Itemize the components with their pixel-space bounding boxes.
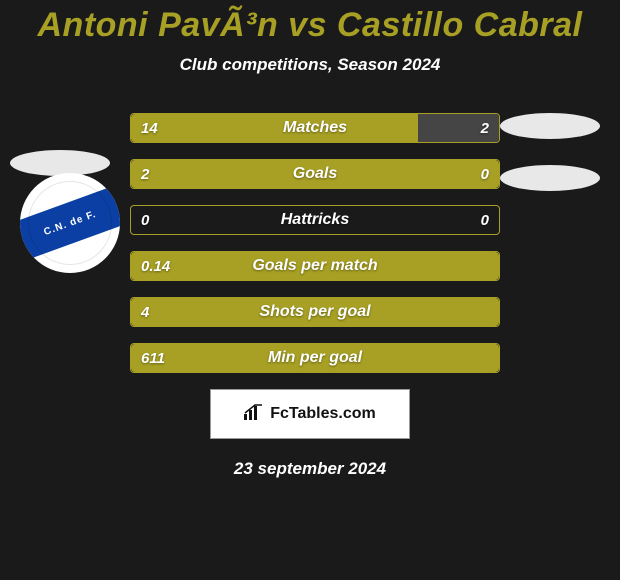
right-team-placeholder-logo-1: [500, 113, 600, 139]
stat-label: Hattricks: [131, 206, 499, 234]
stat-label: Matches: [131, 114, 499, 142]
stat-label: Min per goal: [131, 344, 499, 372]
comparison-chart: C.N. de F. 142Matches 20Goals 00Hattricks 0…: [0, 113, 620, 479]
stat-row: 0.14Goals per match: [130, 251, 500, 281]
stat-label: Shots per goal: [131, 298, 499, 326]
ellipse-icon: [500, 165, 600, 191]
brand-box[interactable]: FcTables.com: [210, 389, 410, 439]
page-subtitle: Club competitions, Season 2024: [0, 55, 620, 75]
ellipse-icon: [500, 113, 600, 139]
stat-row: 20Goals: [130, 159, 500, 189]
stat-label: Goals: [131, 160, 499, 188]
stat-row: 00Hattricks: [130, 205, 500, 235]
stat-row: 142Matches: [130, 113, 500, 143]
date-text: 23 september 2024: [0, 459, 620, 479]
left-team-crest: C.N. de F.: [20, 173, 120, 273]
stat-rows: 142Matches 20Goals 00Hattricks 0.14Goals pe…: [130, 113, 500, 373]
stat-row: 4Shots per goal: [130, 297, 500, 327]
page-title: Antoni PavÃ³n vs Castillo Cabral: [0, 0, 620, 45]
brand-text: FcTables.com: [270, 405, 376, 423]
right-team-placeholder-logo-2: [500, 165, 600, 191]
stat-label: Goals per match: [131, 252, 499, 280]
fctables-icon: [244, 404, 264, 425]
stat-row: 611Min per goal: [130, 343, 500, 373]
